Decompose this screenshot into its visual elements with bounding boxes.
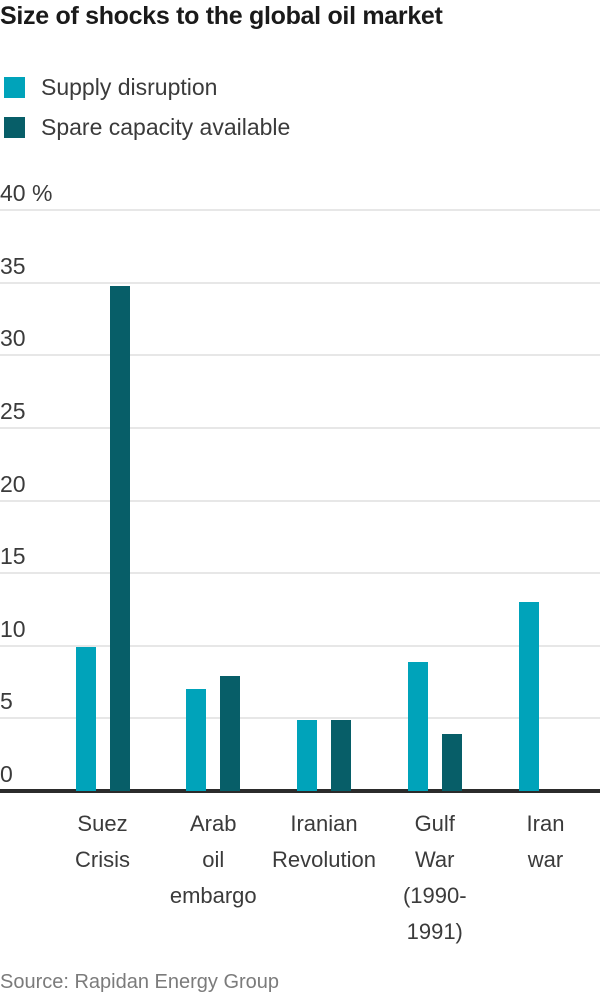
legend-swatch-spare-capacity [4,117,25,138]
x-axis-line [0,789,600,793]
x-axis-labels: Suez Crisis Arab oil embargo Iranian Revolutio… [0,806,600,956]
gridline-10 [0,644,600,647]
gridline-30 [0,354,600,357]
gridline-25 [0,426,600,429]
bar-spare-capacity-available-suez-crisis [109,285,130,791]
bar-supply-disruption-suez-crisis [75,647,96,791]
x-category-label-line: Arab [190,811,237,836]
gridline-15 [0,572,600,575]
x-category-label-gulf-war-1990-1991: Gulf War (1990- 1991) [370,806,500,950]
y-tick-label-40: 40 % [0,180,53,206]
y-tick-label-15: 15 [0,543,26,570]
plot-area: 0 5 10 15 20 25 30 35 40 % [0,180,600,795]
x-category-label-line: war [527,847,564,872]
legend-item-supply-disruption: Supply disruption [4,74,218,100]
source-note: Source: Rapidan Energy Group [0,971,280,993]
chart-title: Size of shocks to the global oil market [0,2,443,30]
x-category-label-line: oil [202,847,225,872]
legend-label-supply-disruption: Supply disruption [41,74,218,100]
gridline-20 [0,499,600,502]
x-category-label-line: Suez [77,811,128,836]
y-tick-label-5: 5 [0,688,13,715]
gridline-40 [0,209,600,211]
y-tick-label-25: 25 [0,397,26,424]
bar-spare-capacity-available-arab-oil-embargo [220,676,241,791]
bar-supply-disruption-arab-oil-embargo [186,689,207,791]
bar-supply-disruption-iranian-revolution [297,719,317,791]
x-category-label-iran-war: Iran war [481,806,600,878]
y-tick-label-30: 30 [0,325,26,352]
bar-supply-disruption-gulf-war-1990-1991 [407,661,428,791]
x-category-label-line: Revolution [272,847,376,872]
gridline-35 [0,281,600,284]
bar-spare-capacity-available-iranian-revolution [331,719,351,791]
legend-swatch-supply-disruption [4,77,25,98]
x-category-label-line: War [414,847,455,872]
x-category-label-iranian-revolution: Iranian Revolution [259,806,389,878]
bar-spare-capacity-available-gulf-war-1990-1991 [441,734,462,791]
x-category-label-line: Crisis [75,847,130,872]
x-category-label-arab-oil-embargo: Arab oil embargo [148,806,278,914]
x-category-label-suez-crisis: Suez Crisis [38,806,168,878]
y-tick-label-0: 0 [0,761,13,787]
legend-item-spare-capacity: Spare capacity available [4,114,291,140]
legend-label-spare-capacity: Spare capacity available [41,114,291,140]
y-tick-label-10: 10 [0,615,26,642]
x-category-label-line: Iran [526,811,565,836]
x-category-label-line: Iranian [290,811,358,836]
y-tick-label-35: 35 [0,252,26,279]
gridline-5 [0,717,600,720]
bar-supply-disruption-iran-war [518,602,539,791]
x-category-label-line: Gulf [414,811,455,836]
x-category-label-line: embargo [169,883,257,908]
x-category-label-line: (1990- [402,883,467,908]
x-category-label-line: 1991) [406,919,463,944]
y-tick-label-20: 20 [0,470,26,497]
